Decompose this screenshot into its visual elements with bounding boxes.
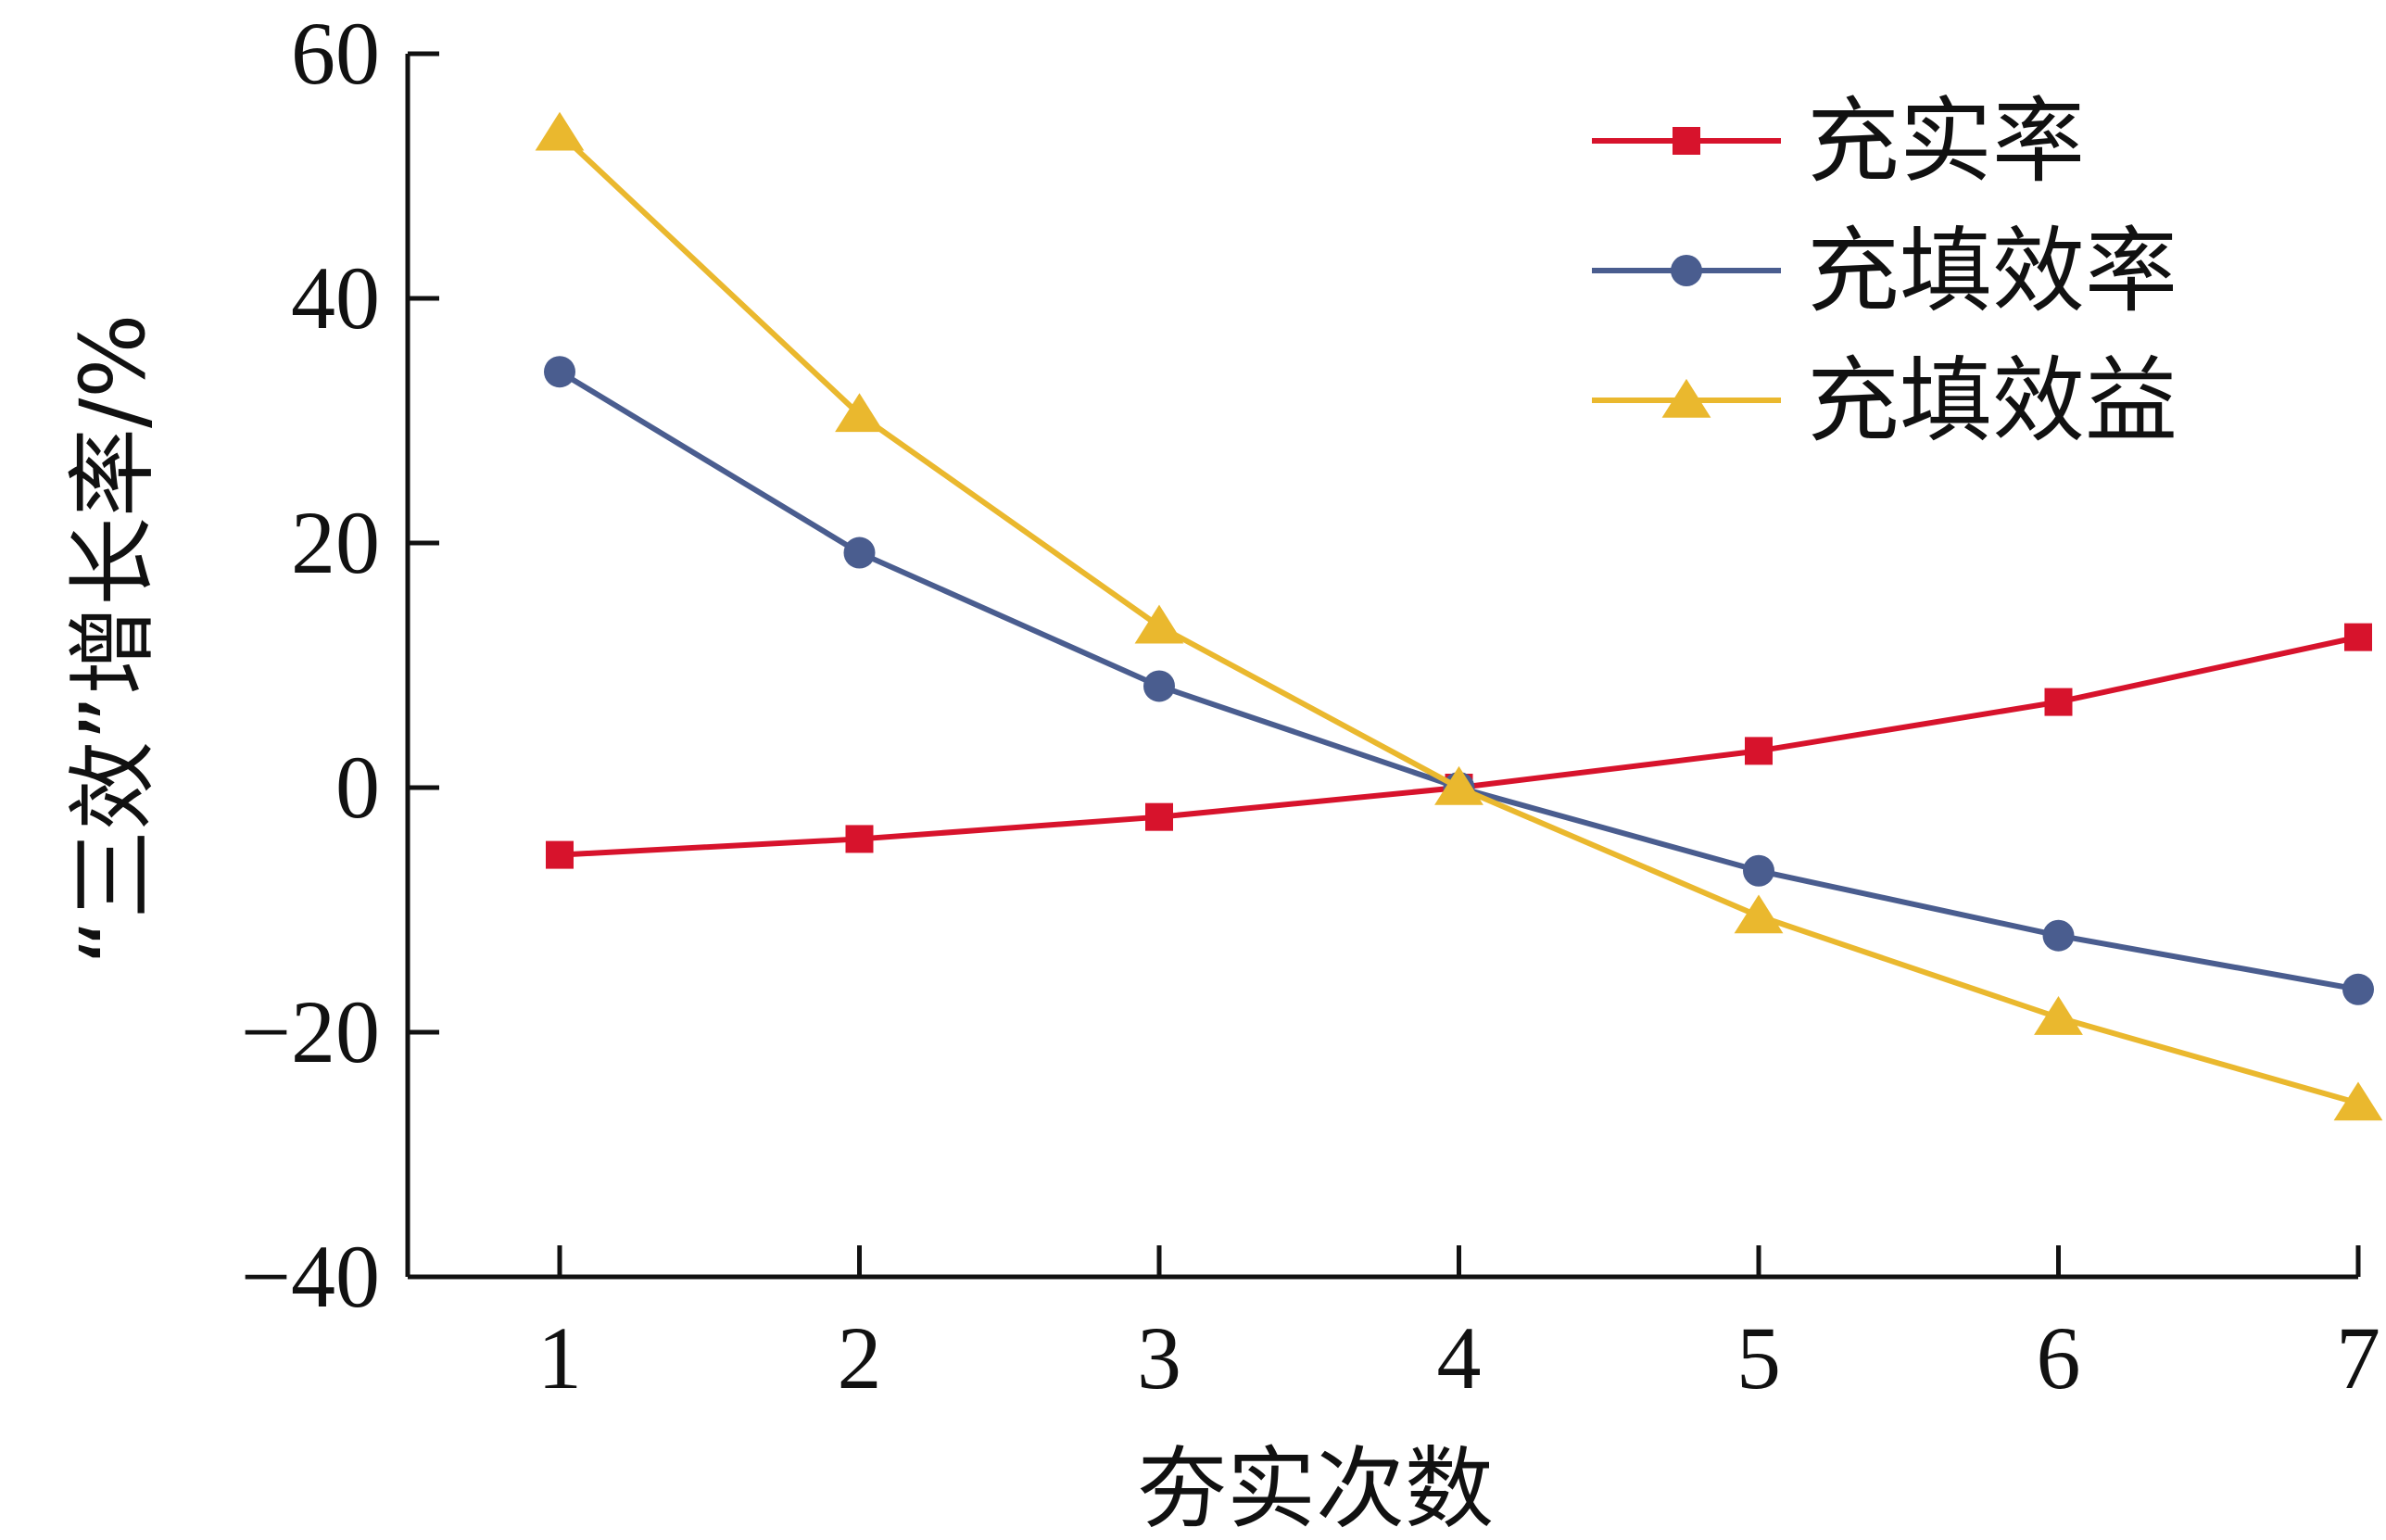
data-point bbox=[1743, 854, 1774, 887]
x-tick-label: 7 bbox=[2336, 1308, 2380, 1407]
y-tick-label: 20 bbox=[291, 493, 380, 592]
legend-label: 充填效率 bbox=[1807, 217, 2178, 325]
data-point bbox=[845, 825, 874, 853]
data-point bbox=[1745, 737, 1773, 765]
data-point bbox=[2344, 623, 2372, 651]
data-point bbox=[2034, 996, 2083, 1035]
series-line bbox=[559, 634, 2359, 858]
data-point bbox=[535, 111, 585, 151]
data-point bbox=[2044, 688, 2073, 716]
data-point bbox=[843, 536, 876, 569]
data-point bbox=[2333, 1081, 2383, 1121]
legend-label: 充实率 bbox=[1807, 87, 2085, 196]
data-point bbox=[1434, 765, 1483, 805]
y-tick-label: 0 bbox=[335, 738, 380, 837]
axes: 60 40 20 0 −20 −40 1 2 3 4 5 6 7 bbox=[241, 4, 2380, 1407]
data-point bbox=[835, 393, 884, 433]
y-tick-label: −20 bbox=[241, 982, 380, 1081]
data-point bbox=[2042, 919, 2075, 952]
series-1 bbox=[546, 623, 2372, 869]
y-tick-label: 40 bbox=[291, 248, 380, 347]
legend-marker bbox=[1671, 255, 1702, 286]
legend-label: 充填效益 bbox=[1807, 347, 2178, 455]
data-point bbox=[1734, 894, 1784, 934]
data-point bbox=[1145, 802, 1173, 831]
y-tick-label: −40 bbox=[241, 1227, 380, 1326]
x-tick-label: 4 bbox=[1437, 1308, 1482, 1407]
x-tick-label: 3 bbox=[1137, 1308, 1181, 1407]
y-tick-label: 60 bbox=[291, 4, 380, 103]
series-line bbox=[558, 369, 2359, 992]
legend-entry: 充填效率 bbox=[1592, 217, 2178, 325]
legend-entry: 充实率 bbox=[1592, 87, 2085, 196]
legend-entry: 充填效益 bbox=[1592, 347, 2178, 455]
x-axis-title: 夯实次数 bbox=[1138, 1437, 1494, 1540]
series-layer bbox=[535, 111, 2383, 1121]
x-tick-label: 1 bbox=[537, 1308, 582, 1407]
data-point bbox=[1134, 604, 1184, 644]
data-point bbox=[1143, 670, 1175, 702]
data-point bbox=[546, 840, 574, 869]
legend-marker bbox=[1661, 378, 1711, 418]
data-point bbox=[544, 356, 575, 388]
y-axis-title: “三效”增长率/% bbox=[61, 313, 165, 965]
series-3 bbox=[535, 111, 2383, 1121]
x-tick-label: 5 bbox=[1736, 1308, 1781, 1407]
legend-marker bbox=[1673, 127, 1700, 155]
data-point bbox=[2342, 973, 2374, 1005]
x-tick-label: 2 bbox=[838, 1308, 882, 1407]
x-tick-label: 6 bbox=[2037, 1308, 2081, 1407]
